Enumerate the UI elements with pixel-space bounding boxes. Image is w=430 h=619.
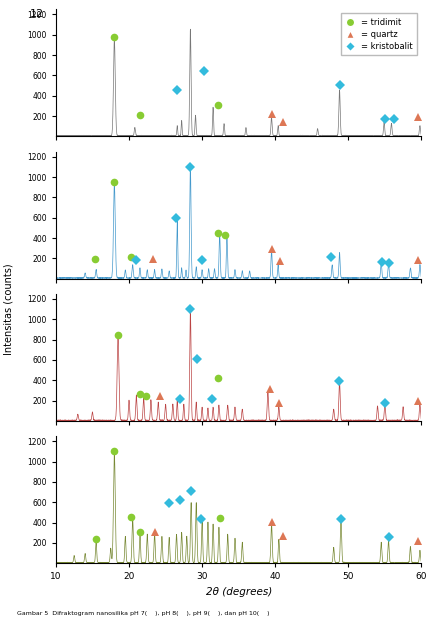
X-axis label: 2θ (degrees): 2θ (degrees) — [206, 587, 272, 597]
Text: Intensitas (counts): Intensitas (counts) — [3, 264, 14, 355]
Text: 12: 12 — [30, 9, 44, 19]
Legend: = tridimit, = quartz, = kristobalit: = tridimit, = quartz, = kristobalit — [341, 14, 417, 56]
Text: Gambar 5  Difraktogram nanosilika pH 7(    ), pH 8(    ), pH 9(    ), dan pH 10(: Gambar 5 Difraktogram nanosilika pH 7( )… — [17, 611, 270, 616]
